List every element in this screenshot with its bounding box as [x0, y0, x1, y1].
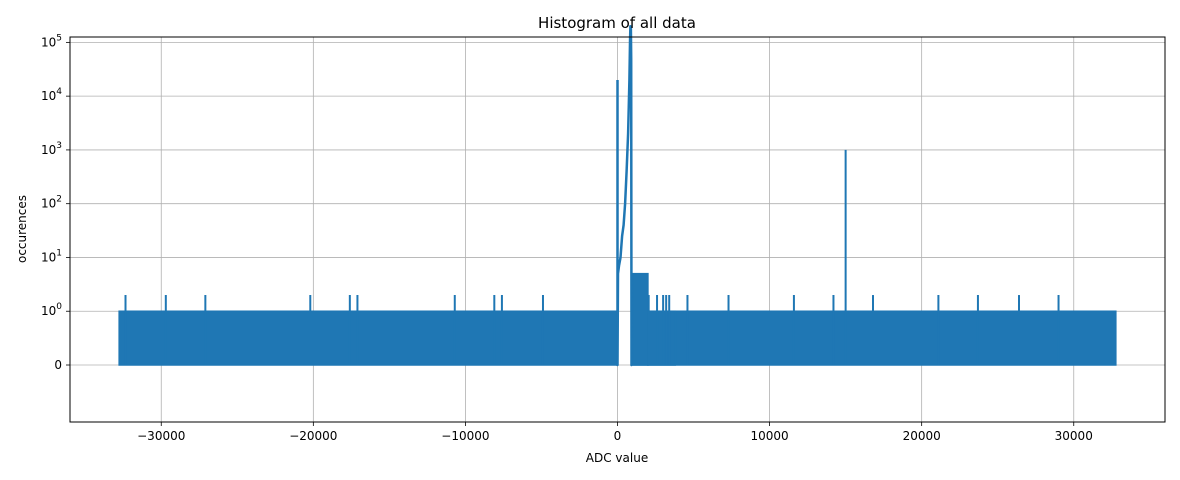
y-axis-label: occurences: [15, 195, 29, 263]
x-tick-label: −30000: [137, 429, 185, 443]
y-tick-label: 0: [54, 358, 62, 372]
x-tick-label: 20000: [903, 429, 941, 443]
y-tick-label: 105: [41, 33, 62, 49]
y-tick-label: 102: [41, 195, 62, 211]
y-tick-label: 104: [41, 87, 62, 103]
x-axis-label: ADC value: [586, 451, 648, 465]
chart-title: Histogram of all data: [538, 14, 696, 32]
x-tick-label: 0: [614, 429, 622, 443]
y-tick-label: 101: [41, 248, 62, 264]
x-tick-label: −20000: [289, 429, 337, 443]
x-tick-label: 10000: [750, 429, 788, 443]
series-peak-line: [616, 24, 633, 367]
x-tick-label: −10000: [441, 429, 489, 443]
data-layer: [118, 24, 1117, 367]
y-axis: 0 100 101 102 103 104 105: [41, 33, 70, 372]
y-tick-label: 103: [41, 141, 62, 157]
x-tick-label: 30000: [1055, 429, 1093, 443]
x-axis: −30000 −20000 −10000 0 10000 20000 30000: [137, 422, 1093, 443]
series-band: [647, 310, 677, 366]
y-tick-label: 100: [41, 302, 62, 318]
series-band: [631, 272, 649, 366]
